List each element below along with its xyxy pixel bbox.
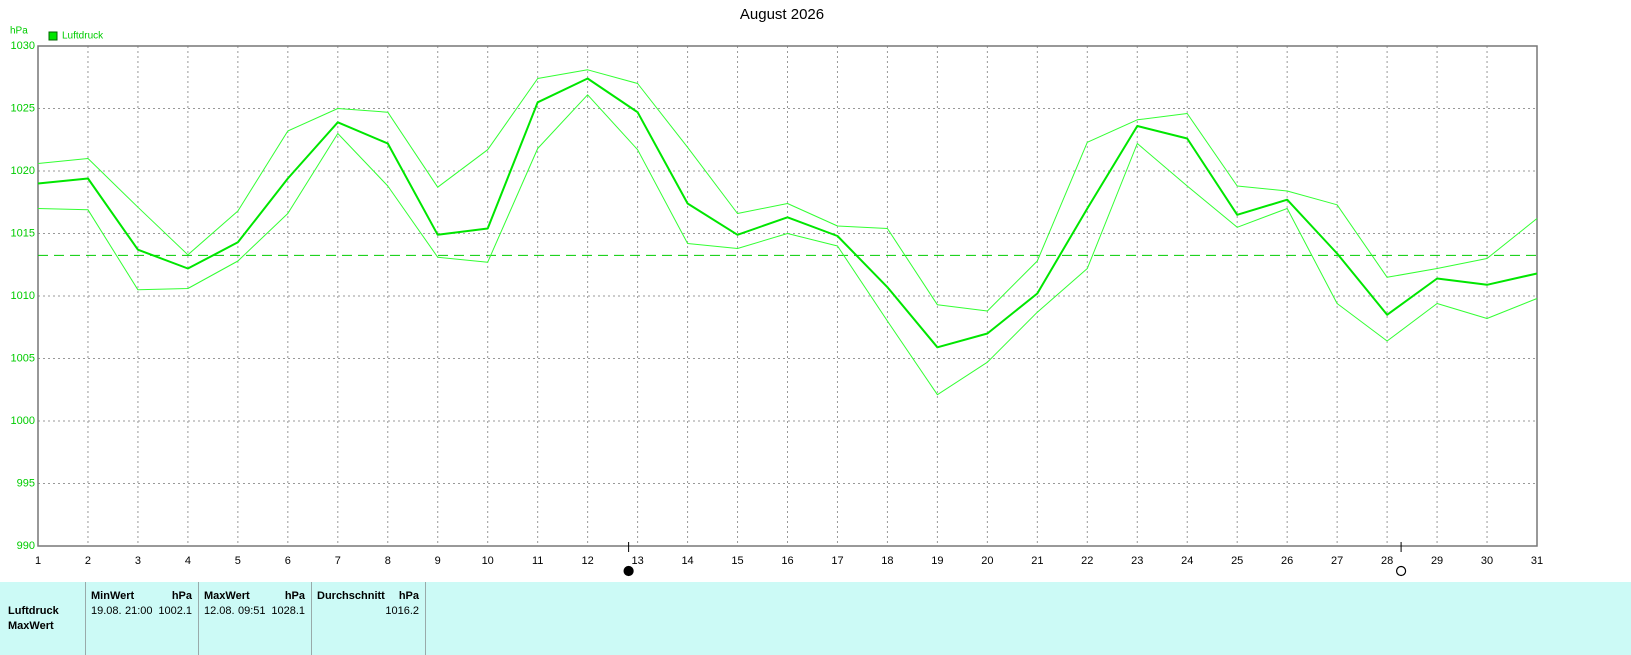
x-tick-label: 27 [1331,555,1343,567]
y-tick-label: 1025 [11,102,35,114]
column-header: Durchschnitt [317,590,385,602]
cell-value: 1028.1 [271,605,305,617]
column-unit: hPa [284,590,305,602]
cell-value: 1002.1 [158,605,192,617]
x-tick-label: 10 [482,555,494,567]
x-tick-label: 20 [981,555,993,567]
x-tick-label: 29 [1431,555,1443,567]
x-tick-label: 7 [335,555,341,567]
series-line [37,94,1538,396]
x-tick-label: 24 [1181,555,1193,567]
x-tick-label: 2 [85,555,91,567]
x-tick-label: 18 [881,555,893,567]
x-tick-label: 30 [1481,555,1493,567]
cell-value: 21:00 [125,605,153,617]
chart: August 2026 hPa 990995100010051010101510… [10,6,1543,577]
cell-value: 19.08. [91,605,122,617]
cell-value: 09:51 [238,605,266,617]
x-tick-label: 8 [385,555,391,567]
x-tick-label: 19 [931,555,943,567]
x-tick-label: 25 [1231,555,1243,567]
row-label-column: Luftdruck MaxWert [0,582,86,655]
column-header: MaxWert [204,590,250,602]
series-line [37,69,1538,312]
y-tick-label: 1000 [11,415,35,427]
x-tick-label: 21 [1031,555,1043,567]
stat-column: MinWert hPa 19.08. 21:00 1002.1 [85,582,199,655]
x-tick-label: 26 [1281,555,1293,567]
plot-frame [37,45,1538,547]
chart-title: August 2026 [740,6,824,23]
x-tick-label: 23 [1131,555,1143,567]
x-tick-label: 9 [435,555,441,567]
stats-table: Luftdruck MaxWert MinWert hPa 19.08. 21:00 100… [0,582,1631,655]
stat-column: Durchschnitt hPa 1016.2 [311,582,426,655]
x-tick-label: 3 [135,555,141,567]
y-tick-label: 1020 [11,165,35,177]
x-tick-label: 11 [532,555,543,567]
x-tick-label: 12 [582,555,594,567]
x-tick-label: 6 [285,555,291,567]
stat-column: MaxWert hPa 12.08. 09:51 1028.1 [198,582,312,655]
x-tick-label: 1 [35,555,41,567]
x-tick-label: 4 [185,555,191,567]
series-line [37,77,1538,349]
moon-marker [623,565,634,577]
y-tick-label: 1005 [11,352,35,364]
column-unit: hPa [171,590,192,602]
x-tick-label: 22 [1081,555,1093,567]
column-header: MinWert [91,590,135,602]
cell-value: 1016.2 [385,605,419,617]
x-tick-label: 16 [781,555,793,567]
row-label: Luftdruck [8,605,59,617]
x-tick-label: 14 [681,555,693,567]
x-tick-label: 28 [1381,555,1393,567]
y-tick-label: 1030 [11,40,35,52]
y-tick-label: 990 [17,540,35,552]
y-tick-label: 1010 [11,290,35,302]
y-tick-label: 1015 [11,227,35,239]
y-unit: hPa [10,26,28,37]
legend-label: Luftdruck [62,31,104,42]
x-tick-label: 31 [1531,555,1543,567]
x-tick-label: 17 [831,555,843,567]
moon-marker [1395,565,1407,577]
x-tick-label: 15 [731,555,743,567]
cell-value: 12.08. [204,605,235,617]
column-unit: hPa [398,590,419,602]
row-label: MaxWert [8,620,54,632]
x-tick-label: 13 [631,555,643,567]
y-tick-label: 995 [17,477,35,489]
x-tick-label: 5 [235,555,241,567]
legend-swatch [48,31,58,41]
